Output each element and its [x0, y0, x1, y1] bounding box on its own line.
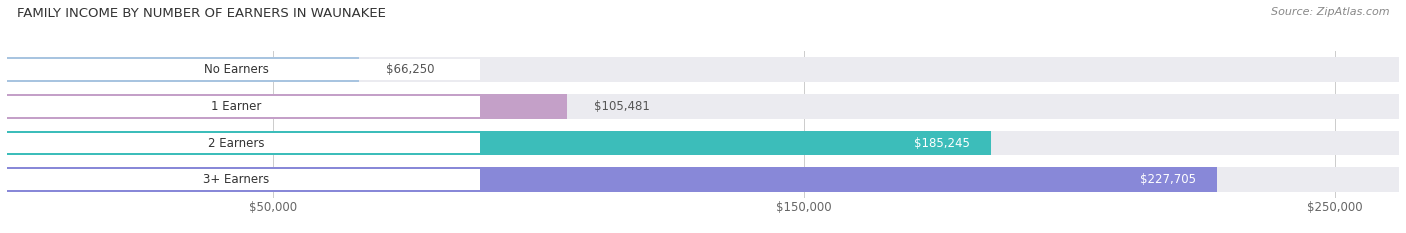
Bar	[7, 94, 568, 119]
Text: 2 Earners: 2 Earners	[208, 137, 264, 150]
Bar	[1, 133, 479, 153]
Text: $66,250: $66,250	[385, 63, 434, 76]
Text: FAMILY INCOME BY NUMBER OF EARNERS IN WAUNAKEE: FAMILY INCOME BY NUMBER OF EARNERS IN WA…	[17, 7, 385, 20]
Bar	[7, 57, 359, 82]
Bar	[7, 130, 991, 155]
Bar	[7, 94, 1399, 119]
Text: $105,481: $105,481	[593, 100, 650, 113]
Text: No Earners: No Earners	[204, 63, 269, 76]
Bar	[7, 167, 1399, 192]
Bar	[7, 130, 1399, 155]
Bar	[1, 59, 479, 80]
Text: 1 Earner: 1 Earner	[211, 100, 262, 113]
Text: 3+ Earners: 3+ Earners	[204, 173, 270, 186]
Bar	[7, 167, 1216, 192]
Bar	[7, 57, 1399, 82]
Text: $227,705: $227,705	[1139, 173, 1195, 186]
Bar	[1, 96, 479, 116]
Text: Source: ZipAtlas.com: Source: ZipAtlas.com	[1271, 7, 1389, 17]
Bar	[1, 169, 479, 190]
Text: $185,245: $185,245	[914, 137, 970, 150]
